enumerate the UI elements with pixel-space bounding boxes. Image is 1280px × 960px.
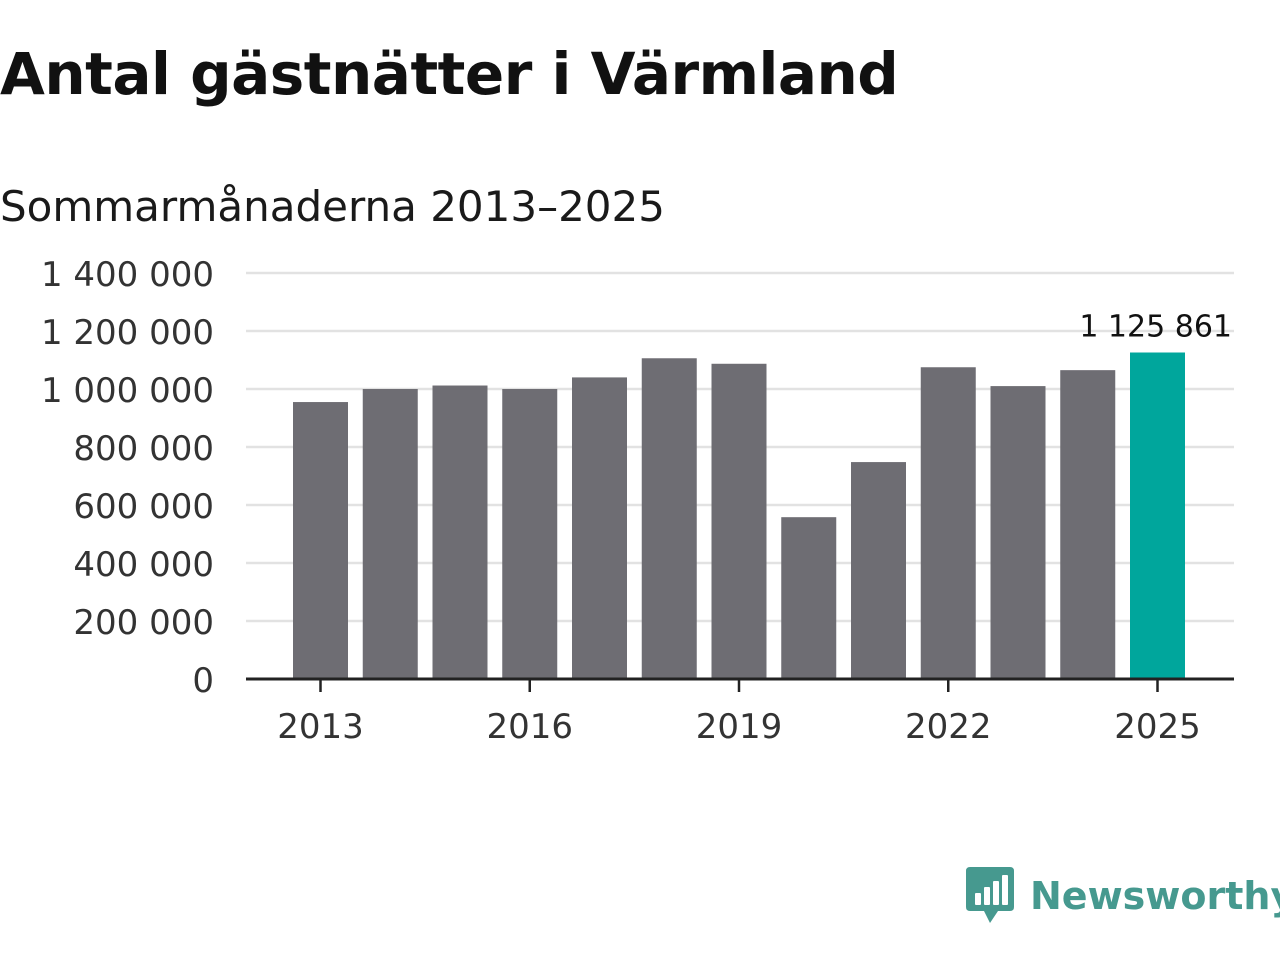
- data-label: 1 125 861: [1079, 310, 1232, 345]
- bar-chart: 0 200 000 400 000 600 000 800 000 1 000 000 1 …: [41, 255, 1234, 747]
- x-tick-label: 2019: [696, 707, 783, 747]
- chart-subtitle: Sommarmånaderna 2013–2025: [0, 182, 665, 231]
- y-tick-label: 0: [192, 661, 214, 701]
- bar-2021: [851, 462, 906, 679]
- x-tick-label: 2013: [277, 707, 364, 747]
- y-tick-label: 1 200 000: [41, 313, 214, 353]
- bar-2014: [362, 389, 418, 679]
- bar-2024: [1060, 370, 1116, 679]
- bar-2019: [711, 363, 767, 679]
- y-tick-label: 400 000: [73, 545, 214, 585]
- bar-2020: [781, 517, 837, 679]
- newsworthy-brand: Newsworthy: [964, 864, 1280, 928]
- bar-2023: [990, 386, 1046, 679]
- bar-2015: [432, 385, 488, 679]
- bar-2022: [920, 367, 976, 679]
- x-tick-label: 2022: [905, 707, 992, 747]
- brand-name: Newsworthy: [1030, 874, 1280, 918]
- bar-2017: [572, 377, 627, 679]
- newsworthy-chart-bubble-icon: [966, 867, 1014, 923]
- chart-title: Antal gästnätter i Värmland: [0, 40, 899, 108]
- y-tick-label: 200 000: [73, 603, 214, 643]
- bar-2016: [502, 389, 558, 679]
- x-tick-label: 2016: [486, 707, 573, 747]
- y-tick-label: 1 400 000: [41, 255, 214, 295]
- y-tick-label: 1 000 000: [41, 371, 214, 411]
- bar-2025: [1130, 352, 1185, 679]
- y-tick-label: 800 000: [73, 429, 214, 469]
- y-tick-label: 600 000: [73, 487, 214, 527]
- bar-2013: [293, 402, 348, 679]
- bar-2018: [641, 358, 697, 679]
- x-tick-label: 2025: [1114, 707, 1201, 747]
